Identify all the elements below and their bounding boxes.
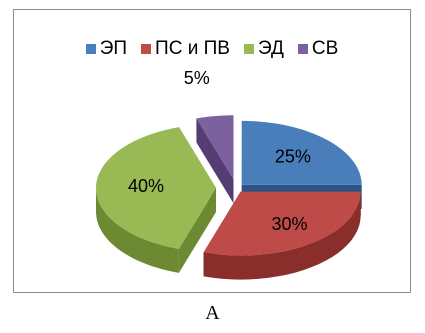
figure-caption: A (205, 302, 220, 324)
pie-slice-side (203, 191, 361, 280)
legend-label: ЭП (99, 38, 128, 59)
legend-swatch (243, 44, 254, 54)
pie-slice-edge (196, 118, 234, 204)
legend-label: СВ (311, 38, 339, 59)
pie-data-label: 25% (275, 147, 311, 167)
pie-slice-edge (178, 188, 216, 273)
chart-frame: ЭП ПС и ПВ ЭД СВ 25% 30% 40% 5% (13, 9, 411, 293)
legend-swatch (85, 44, 96, 54)
legend-swatch (141, 44, 152, 54)
chart-legend: ЭП ПС и ПВ ЭД СВ (14, 38, 410, 60)
pie-slice (241, 120, 362, 185)
pie-data-label: 40% (128, 176, 164, 196)
pie-data-label: 5% (184, 68, 210, 88)
legend-item: ЭП (85, 38, 128, 60)
legend-label: ПС и ПВ (155, 38, 230, 59)
legend-item: СВ (297, 38, 339, 60)
legend-swatch (297, 44, 308, 54)
legend-item: ПС и ПВ (141, 38, 230, 60)
pie-slice-side (96, 188, 179, 273)
pie-chart: 25% 30% 40% 5% (96, 68, 362, 280)
pie-slice (203, 191, 361, 256)
pie-slice (96, 127, 216, 249)
legend-label: ЭД (257, 38, 284, 59)
pie-data-label: 30% (271, 214, 307, 234)
pie-slice (196, 115, 234, 180)
legend-item: ЭД (243, 38, 284, 60)
